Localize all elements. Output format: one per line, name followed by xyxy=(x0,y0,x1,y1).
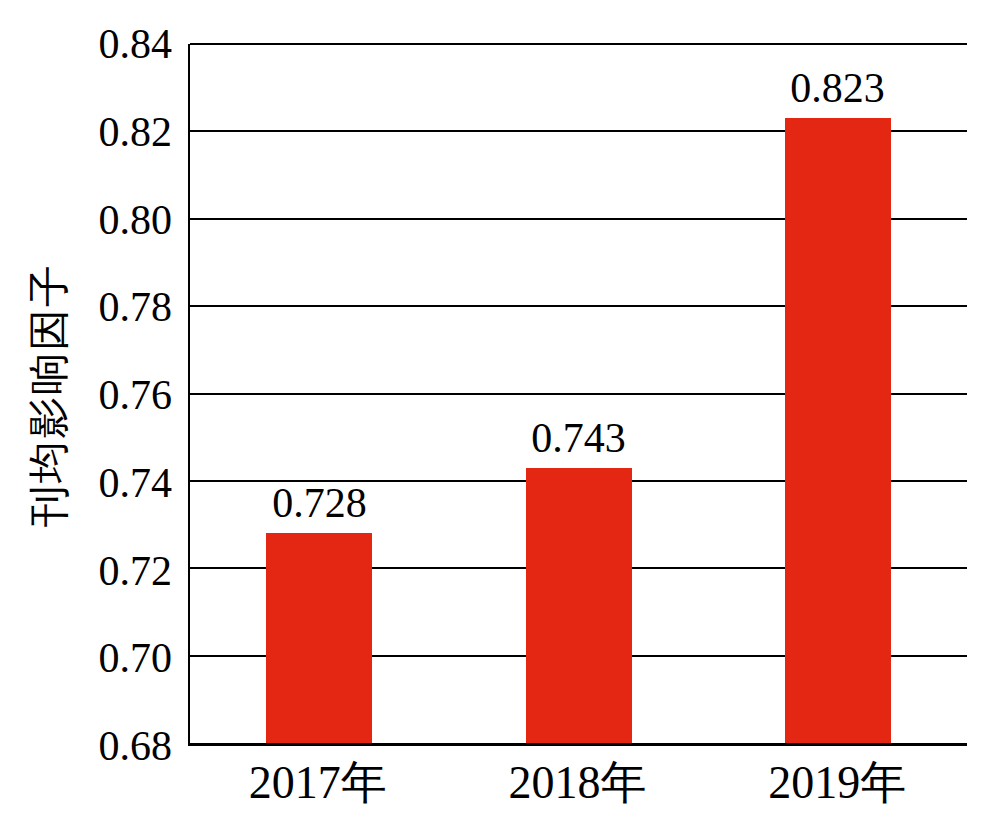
y-tick-label: 0.74 xyxy=(99,462,173,504)
y-tick-label: 0.68 xyxy=(99,725,173,767)
x-tick-label: 2018年 xyxy=(509,760,647,806)
y-tick-label: 0.70 xyxy=(99,637,173,679)
plot-area: 0.728 0.743 0.823 xyxy=(188,44,967,746)
y-tick-label: 0.72 xyxy=(99,550,173,592)
bar-value-label: 0.743 xyxy=(531,417,626,459)
y-tick-label: 0.84 xyxy=(99,23,173,65)
bar-2018年 xyxy=(526,468,632,743)
bar-chart: 刊均影响因子 0.840.820.800.780.760.740.720.700… xyxy=(0,0,996,820)
y-tick-label: 0.78 xyxy=(99,286,173,328)
x-axis-labels: 2017年 2018年 2019年 xyxy=(188,752,967,812)
y-axis-tick-labels: 0.840.820.800.780.760.740.720.700.68 xyxy=(0,44,172,746)
y-tick-label: 0.76 xyxy=(99,374,173,416)
x-tick-label: 2019年 xyxy=(768,760,906,806)
bar-value-label: 0.728 xyxy=(272,482,367,524)
bar-2017年 xyxy=(266,533,372,743)
x-tick-label: 2017年 xyxy=(249,760,387,806)
y-tick-label: 0.82 xyxy=(99,111,173,153)
bar-2019年 xyxy=(785,118,891,743)
bar-value-label: 0.823 xyxy=(790,67,885,109)
y-tick-label: 0.80 xyxy=(99,199,173,241)
gridline xyxy=(190,43,967,45)
